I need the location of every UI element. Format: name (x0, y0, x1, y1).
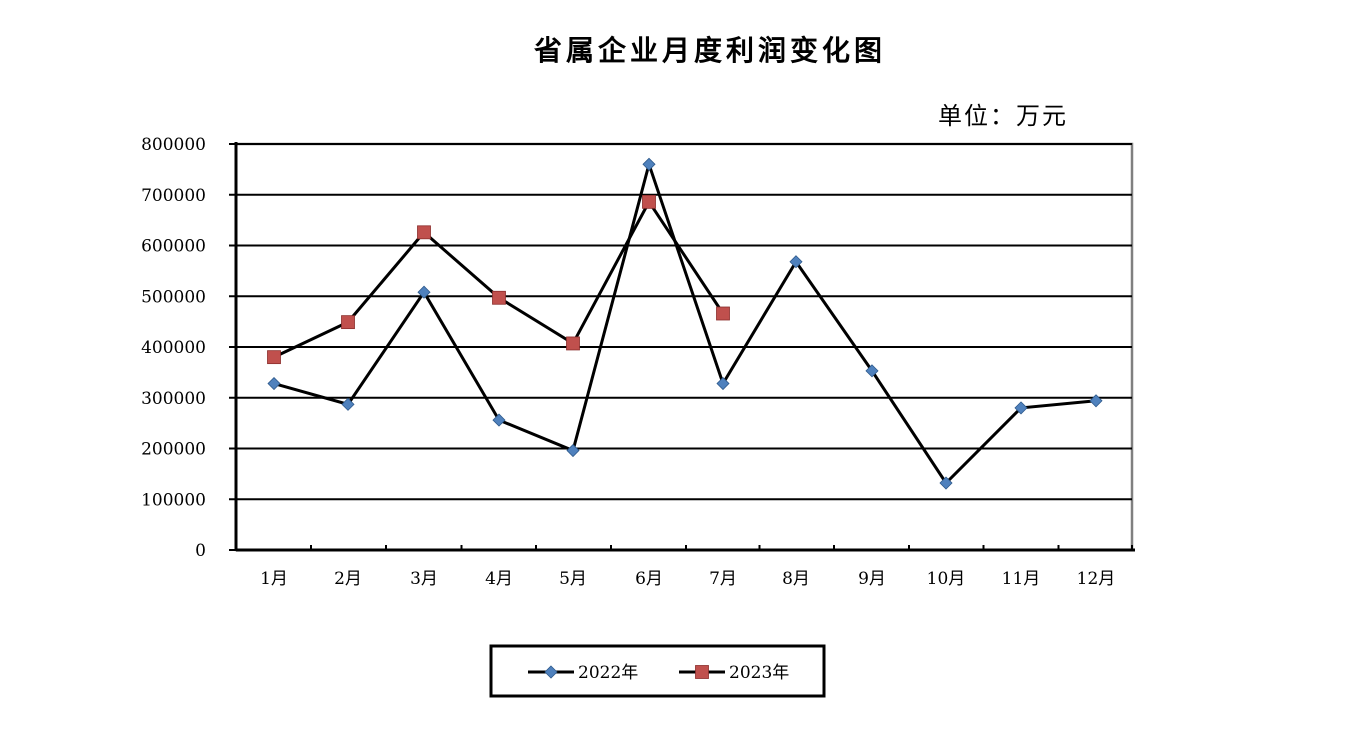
legend-marker-2 (695, 665, 709, 679)
x-tick-label: 2月 (334, 569, 362, 589)
y-tick-label: 0 (195, 541, 206, 561)
data-point-series-1 (417, 285, 431, 299)
legend-label-2: 2023年 (729, 663, 789, 683)
data-point-series-2 (492, 290, 506, 305)
data-point-series-1 (341, 397, 355, 411)
chart-title: 省属企业月度利润变化图 (534, 34, 886, 67)
y-tick-label: 600000 (141, 237, 206, 257)
y-tick-label: 500000 (141, 287, 206, 307)
x-tick-label: 4月 (485, 569, 513, 589)
data-point-series-1 (716, 376, 730, 391)
data-point-series-2 (566, 336, 580, 351)
legend: 2022年 2023年 (489, 644, 826, 698)
x-tick-label: 7月 (709, 569, 737, 589)
x-tick-label: 9月 (858, 569, 886, 589)
data-point-series-1 (1089, 394, 1103, 408)
data-point-series-1 (492, 413, 506, 427)
x-tick-label: 11月 (1002, 569, 1041, 589)
data-point-series-1 (566, 443, 580, 458)
data-point-series-1 (865, 364, 879, 378)
y-tick-label: 800000 (141, 135, 206, 155)
x-tick-label: 6月 (635, 569, 663, 589)
plot-area: 0 100000 200000 300000 400000 500000 600000 700… (141, 135, 1135, 589)
x-tick-label: 8月 (782, 569, 810, 589)
data-point-series-1 (642, 157, 656, 171)
legend-marker-1 (544, 665, 558, 679)
data-point-series-2 (417, 225, 431, 240)
legend-label-1: 2022年 (578, 663, 638, 683)
data-point-series-1 (789, 255, 803, 269)
x-tick-label: 1月 (260, 569, 288, 589)
data-point-series-2 (716, 306, 730, 321)
y-tick-label: 400000 (141, 338, 206, 358)
unit-label: 单位：万元 (938, 102, 1068, 130)
data-point-series-2 (341, 315, 355, 330)
y-tick-label: 700000 (141, 186, 206, 206)
data-point-series-2 (267, 350, 281, 365)
data-point-series-1 (939, 476, 953, 490)
data-point-series-2 (642, 194, 656, 209)
x-tick-label: 10月 (927, 569, 966, 589)
x-tick-label: 3月 (410, 569, 438, 589)
x-tick-label: 5月 (559, 569, 587, 589)
x-tick-label: 12月 (1077, 569, 1116, 589)
series-line-2 (273, 198, 725, 359)
data-point-series-1 (267, 376, 281, 391)
y-tick-label: 200000 (141, 440, 206, 460)
series-line-1 (273, 159, 1097, 486)
y-tick-label: 100000 (141, 490, 206, 510)
data-point-series-1 (1014, 401, 1028, 415)
y-tick-label: 300000 (141, 389, 206, 409)
